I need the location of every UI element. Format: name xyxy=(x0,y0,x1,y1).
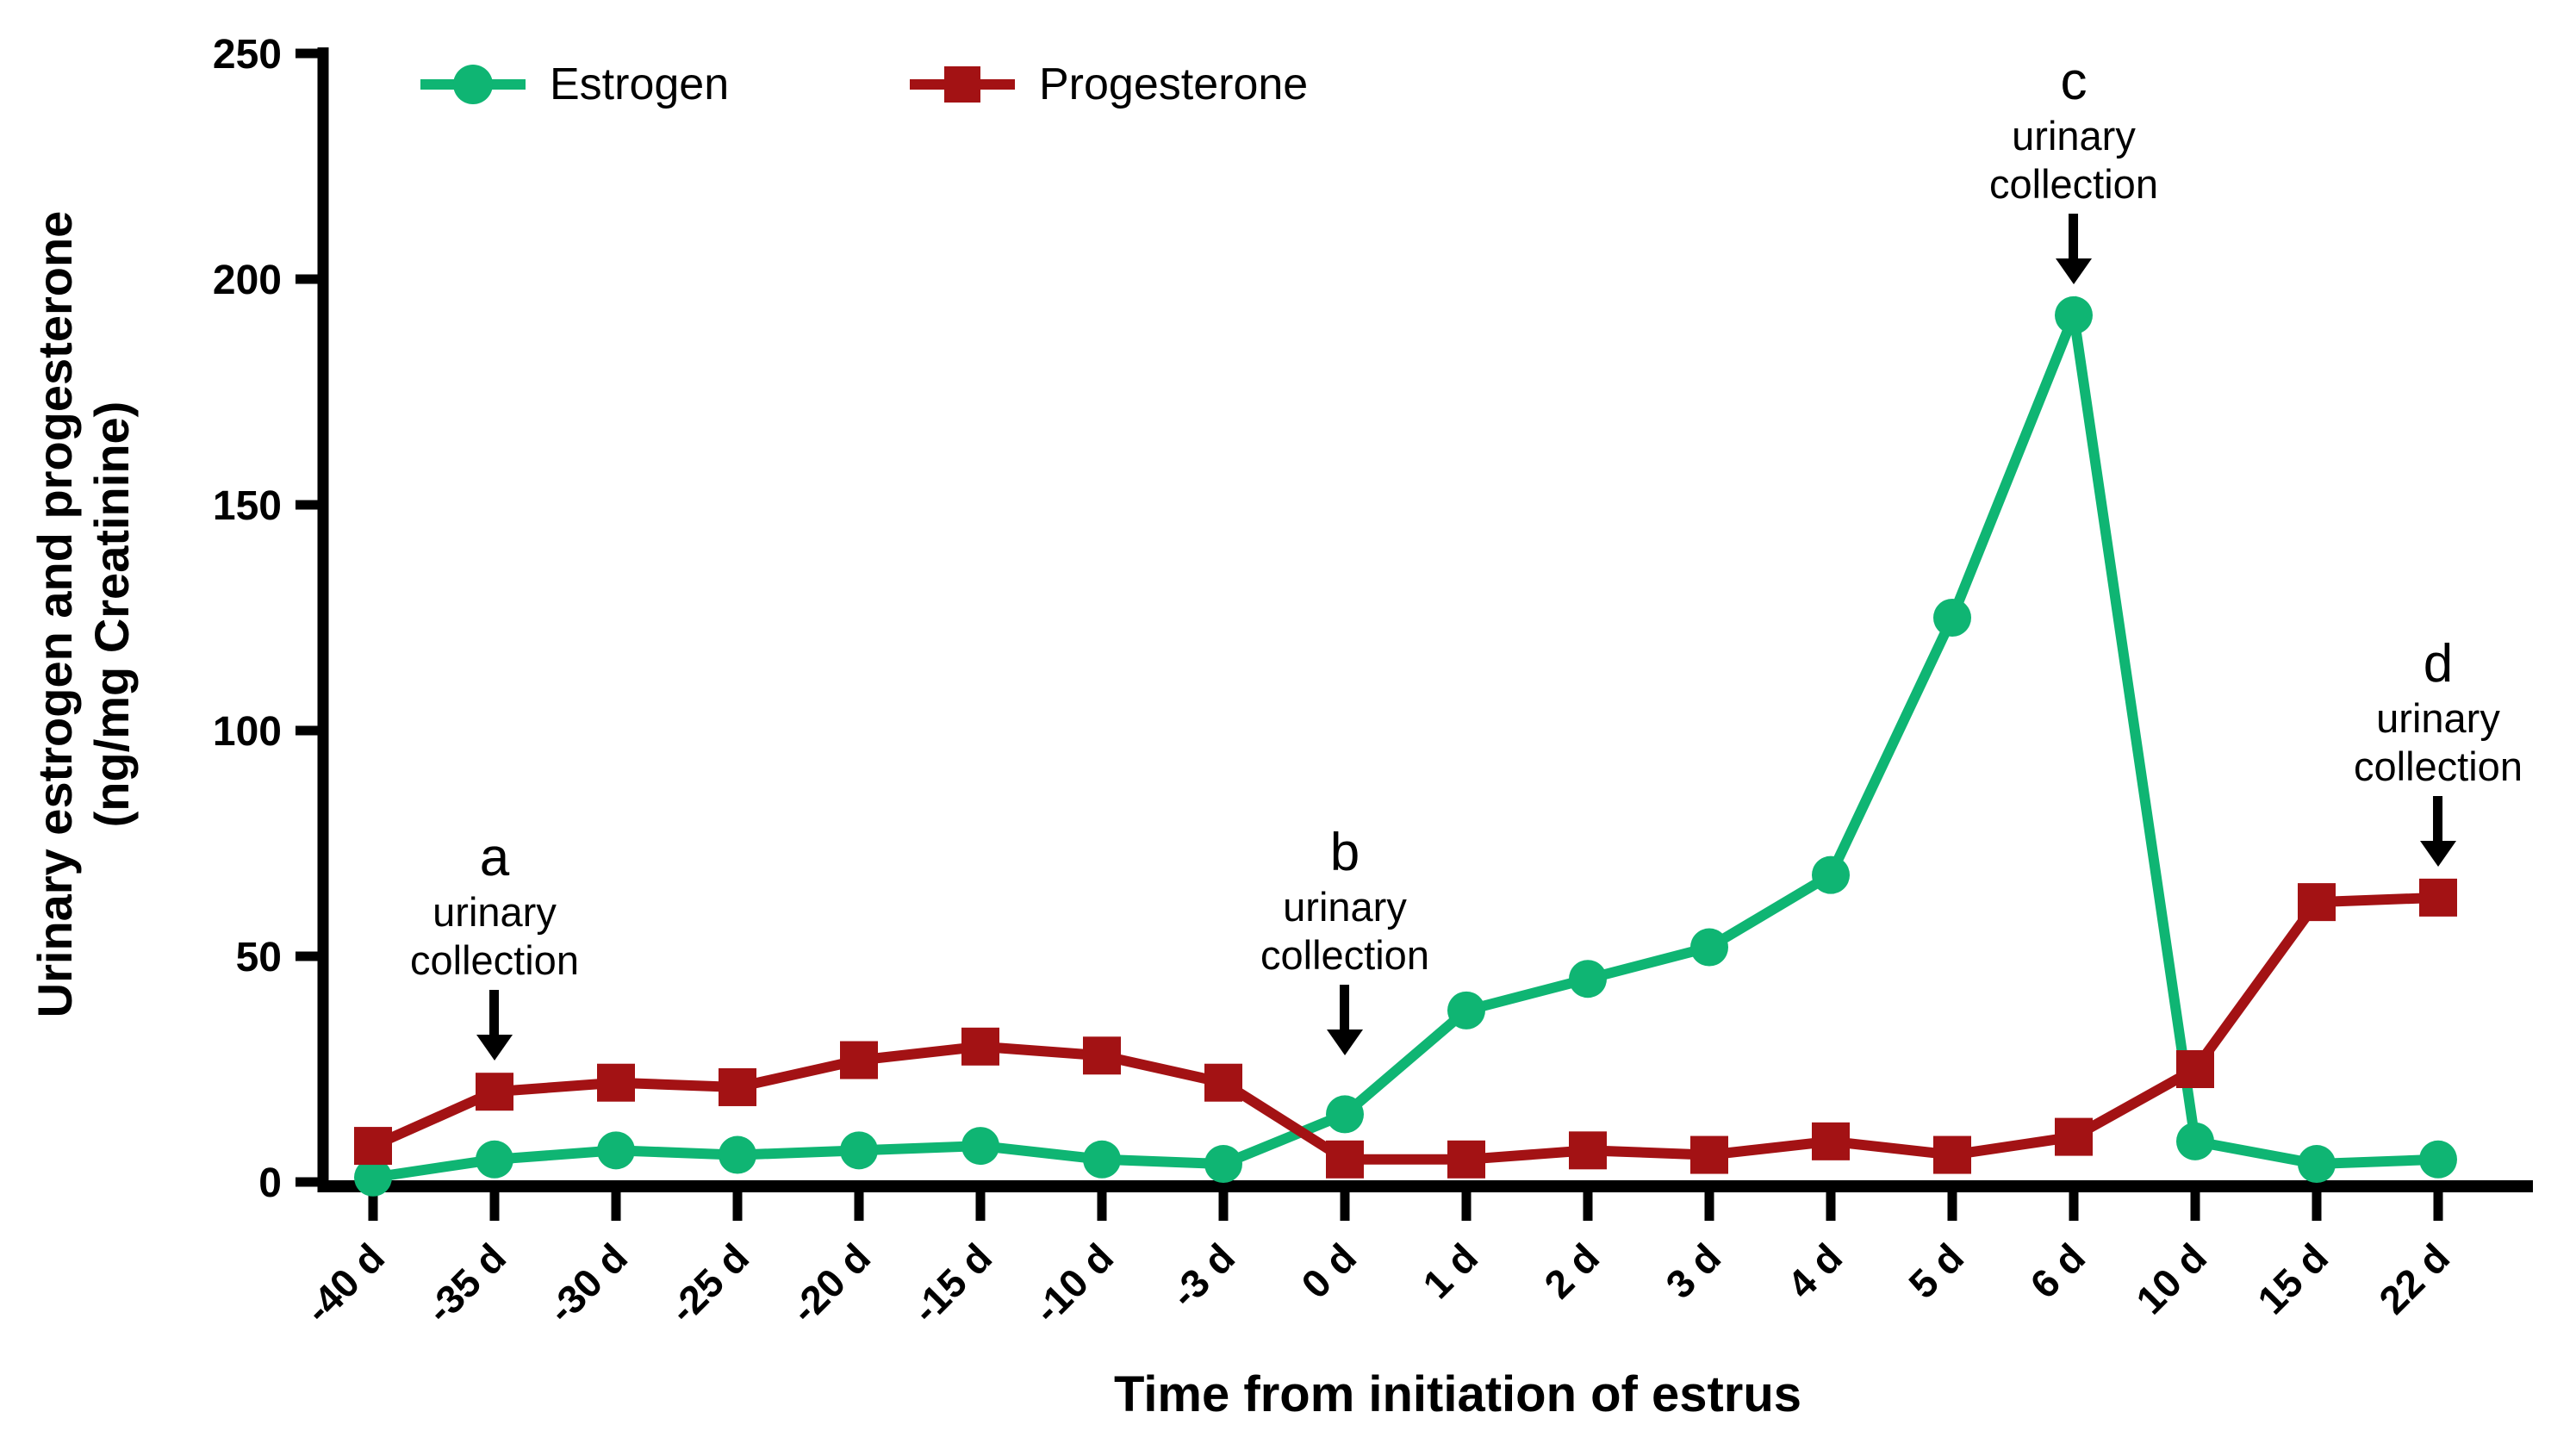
progesterone-point xyxy=(597,1063,635,1102)
annotation-text-line1: urinary xyxy=(1283,884,1407,930)
progesterone-point xyxy=(2176,1050,2214,1088)
progesterone-point xyxy=(1204,1063,1242,1102)
annotation-a: a urinary collection xyxy=(410,828,579,1061)
annotation-text-line2: collection xyxy=(410,937,579,984)
down-arrow-icon xyxy=(1326,985,1363,1056)
estrogen-point xyxy=(597,1131,635,1170)
estrogen-point xyxy=(1690,928,1728,967)
x-tick-label: 5 d xyxy=(1900,1235,1972,1307)
y-tick-label: 100 xyxy=(213,709,282,755)
estrogen-legend-marker-icon xyxy=(420,50,526,119)
legend-item-estrogen: Estrogen xyxy=(420,50,729,119)
estrogen-point xyxy=(2298,1145,2336,1184)
y-axis-label-line1: Urinary estrogen and progesterone xyxy=(28,210,82,1018)
y-tick-label: 200 xyxy=(213,258,282,303)
legend-item-progesterone: Progesterone xyxy=(910,50,1308,119)
annotation-text-line2: collection xyxy=(2354,743,2523,789)
progesterone-point xyxy=(961,1027,999,1066)
y-tick-label: 50 xyxy=(236,935,282,980)
estrogen-line xyxy=(372,295,2439,1183)
x-tick-label: 10 d xyxy=(2127,1235,2215,1322)
down-arrow-icon xyxy=(476,990,513,1061)
progesterone-point xyxy=(2055,1117,2093,1156)
progesterone-point xyxy=(1812,1122,1850,1160)
estrogen-point xyxy=(1083,1140,1121,1179)
estrogen-point xyxy=(1812,855,1850,894)
annotation-text-line1: urinary xyxy=(2376,694,2500,741)
progesterone-point xyxy=(1569,1131,1607,1170)
x-tick-label: 0 d xyxy=(1292,1235,1365,1307)
x-tick-label: 22 d xyxy=(2370,1235,2458,1322)
progesterone-point xyxy=(476,1073,513,1111)
estrogen-point xyxy=(840,1131,878,1170)
progesterone-point xyxy=(1690,1135,1728,1174)
progesterone-line xyxy=(370,892,2439,1165)
annotation-c: c urinary collection xyxy=(1989,52,2158,284)
down-arrow-icon xyxy=(2419,795,2456,867)
progesterone-point xyxy=(719,1067,756,1106)
x-tick-label: -40 d xyxy=(296,1235,393,1332)
annotation-text-line2: collection xyxy=(1989,160,2158,207)
progesterone-point xyxy=(1933,1135,1971,1174)
progesterone-point xyxy=(2298,883,2336,922)
x-tick-label: -3 d xyxy=(1161,1235,1243,1316)
x-tick-label: 15 d xyxy=(2249,1235,2336,1322)
progesterone-point xyxy=(2419,878,2457,917)
progesterone-point xyxy=(1326,1140,1364,1179)
estrogen-point xyxy=(354,1158,392,1197)
annotation-letter: b xyxy=(1329,823,1360,883)
x-tick-label: 6 d xyxy=(2021,1235,2094,1307)
x-tick-label: 1 d xyxy=(1414,1235,1486,1307)
y-tick-label: 150 xyxy=(213,483,282,529)
down-arrow-icon xyxy=(2055,213,2092,284)
x-tick-label: -35 d xyxy=(417,1235,514,1332)
x-tick-label: 2 d xyxy=(1535,1235,1608,1307)
estrogen-point xyxy=(1447,991,1485,1030)
annotation-letter: c xyxy=(2060,51,2088,111)
x-tick-label: -15 d xyxy=(903,1235,1000,1332)
estrogen-point xyxy=(2055,295,2093,334)
estrogen-point xyxy=(961,1127,999,1166)
estrogen-point xyxy=(2176,1122,2214,1160)
estrogen-point xyxy=(1933,599,1971,637)
estrogen-point xyxy=(1569,960,1607,998)
x-axis-title: Time from initiation of estrus xyxy=(1113,1366,1802,1422)
legend-label-progesterone: Progesterone xyxy=(1039,59,1309,109)
annotation-letter: d xyxy=(2423,633,2454,694)
estrogen-point xyxy=(719,1135,756,1174)
x-tick-label: -20 d xyxy=(781,1235,879,1332)
y-axis-label-line2: (ng/mg Creatinine) xyxy=(84,401,139,828)
progesterone-point xyxy=(354,1127,392,1166)
x-tick-label: -30 d xyxy=(538,1235,636,1332)
estrogen-point xyxy=(1326,1095,1364,1134)
annotation-text-line1: urinary xyxy=(2012,112,2136,159)
x-tick-label: 4 d xyxy=(1778,1235,1851,1307)
estrogen-point xyxy=(1204,1145,1242,1184)
x-tick-label: -10 d xyxy=(1024,1235,1122,1332)
annotation-d: d urinary collection xyxy=(2354,634,2523,867)
annotation-text-line2: collection xyxy=(1260,932,1429,979)
y-tick-label: 250 xyxy=(213,32,282,78)
x-tick-label: 3 d xyxy=(1657,1235,1729,1307)
y-axis-label: Urinary estrogen and progesterone (ng/mg… xyxy=(27,211,140,1018)
progesterone-point xyxy=(1447,1140,1485,1179)
legend-label-estrogen: Estrogen xyxy=(550,59,730,109)
progesterone-point xyxy=(840,1041,878,1079)
estrogen-point xyxy=(2419,1140,2457,1179)
y-tick-label: 0 xyxy=(258,1160,282,1206)
estrogen-point xyxy=(476,1140,513,1179)
progesterone-point xyxy=(1083,1036,1121,1075)
progesterone-legend-marker-icon xyxy=(910,50,1015,119)
x-tick-label: -25 d xyxy=(660,1235,757,1332)
annotation-letter: a xyxy=(479,828,510,888)
annotation-b: b urinary collection xyxy=(1260,823,1429,1056)
annotation-text-line1: urinary xyxy=(432,889,557,936)
